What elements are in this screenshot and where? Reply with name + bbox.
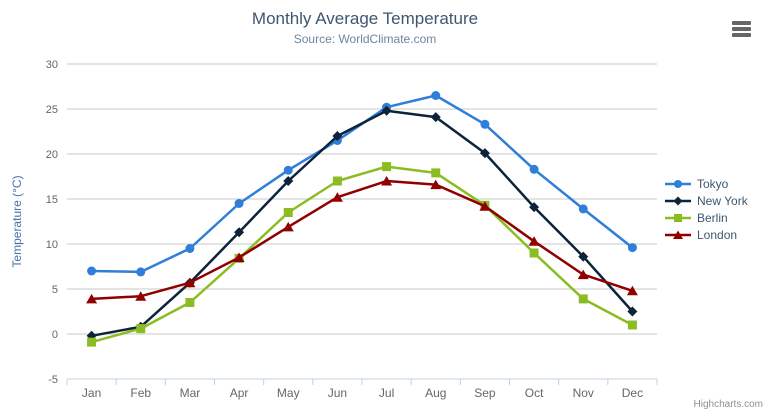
hamburger-icon <box>732 27 751 31</box>
data-point-new-york-oct[interactable] <box>529 202 540 213</box>
y-axis-label: 15 <box>46 194 58 206</box>
data-point-london-dec[interactable] <box>626 285 638 296</box>
data-point-berlin-jul[interactable] <box>382 162 392 172</box>
data-point-london-aug[interactable] <box>430 179 442 190</box>
hamburger-icon <box>732 21 751 25</box>
data-point-berlin-may[interactable] <box>283 208 293 217</box>
highcharts-credit-link[interactable]: Highcharts.com <box>693 399 763 410</box>
legend-symbol-marker <box>674 213 682 222</box>
x-axis-label: Feb <box>130 386 151 400</box>
legend-label: New York <box>697 193 748 208</box>
legend-item-berlin[interactable]: Berlin <box>663 209 748 226</box>
chart-subtitle: Source: WorldClimate.com <box>293 32 437 46</box>
legend-item-london[interactable]: London <box>663 226 748 243</box>
data-point-berlin-jan[interactable] <box>87 337 97 347</box>
new-york-legend-marker <box>665 196 691 205</box>
y-axis-label: 10 <box>46 239 58 251</box>
legend-item-tokyo[interactable]: Tokyo <box>663 175 748 192</box>
data-point-tokyo-mar[interactable] <box>185 244 195 253</box>
series-line-tokyo <box>90 94 634 274</box>
data-point-berlin-mar[interactable] <box>185 298 195 307</box>
series-line-london <box>90 179 634 301</box>
y-axis-label: 0 <box>52 329 58 341</box>
y-axis-label: 30 <box>46 59 58 71</box>
x-axis-label: Jul <box>379 386 394 400</box>
data-point-berlin-oct[interactable] <box>529 248 539 258</box>
data-point-berlin-dec[interactable] <box>627 320 637 330</box>
hamburger-icon <box>732 33 751 37</box>
data-point-new-york-jun[interactable] <box>332 131 343 141</box>
legend-label: London <box>697 227 738 242</box>
data-point-london-feb[interactable] <box>135 291 147 301</box>
data-point-london-sep[interactable] <box>479 201 491 211</box>
data-point-tokyo-oct[interactable] <box>529 164 539 174</box>
data-point-london-jul[interactable] <box>381 176 393 186</box>
legend-symbol-marker <box>673 196 683 205</box>
data-point-london-oct[interactable] <box>528 236 540 246</box>
x-axis-label: May <box>277 386 300 400</box>
y-axis-label: 5 <box>52 284 58 296</box>
legend-symbol-marker <box>674 179 682 188</box>
y-axis-title: Temperature (°C) <box>10 175 24 267</box>
data-point-london-mar[interactable] <box>184 277 196 288</box>
data-point-tokyo-nov[interactable] <box>578 204 588 214</box>
x-axis-label: Apr <box>230 386 249 400</box>
series-line-new-york <box>90 109 634 338</box>
data-point-new-york-may[interactable] <box>283 176 294 186</box>
x-axis-label: Jan <box>82 386 101 400</box>
tokyo-legend-marker <box>665 179 691 188</box>
data-point-new-york-jul[interactable] <box>381 105 392 116</box>
data-point-london-apr[interactable] <box>233 252 245 263</box>
data-point-tokyo-sep[interactable] <box>480 119 490 129</box>
data-point-new-york-dec[interactable] <box>627 306 638 317</box>
x-axis-label: Nov <box>573 386 594 400</box>
legend-item-new-york[interactable]: New York <box>663 192 748 209</box>
data-point-tokyo-dec[interactable] <box>627 243 637 253</box>
y-axis-label: 25 <box>46 104 58 116</box>
data-point-london-jan[interactable] <box>86 293 98 304</box>
data-point-berlin-jun[interactable] <box>332 176 342 186</box>
chart-title: Monthly Average Temperature <box>251 9 479 28</box>
london-legend-marker <box>665 230 691 239</box>
x-axis-label: Jun <box>328 386 347 400</box>
data-point-new-york-apr[interactable] <box>234 227 245 238</box>
data-point-new-york-nov[interactable] <box>578 251 589 262</box>
data-point-london-may[interactable] <box>282 221 294 232</box>
data-point-new-york-aug[interactable] <box>430 112 441 123</box>
y-axis-label: 20 <box>46 149 58 161</box>
x-axis-label: Dec <box>622 386 643 400</box>
series-line-berlin <box>90 165 634 344</box>
data-point-berlin-nov[interactable] <box>578 294 588 304</box>
data-point-tokyo-may[interactable] <box>283 165 293 175</box>
y-axis-label: -5 <box>48 374 58 386</box>
legend-symbol-marker <box>673 230 683 239</box>
x-axis-label: Oct <box>525 386 544 400</box>
data-point-tokyo-jan[interactable] <box>87 266 97 276</box>
x-axis-label: Sep <box>474 386 496 400</box>
x-axis-label: Aug <box>425 386 446 400</box>
export-menu-button[interactable] <box>732 21 751 37</box>
legend: Tokyo New York Berlin London <box>663 175 748 243</box>
data-point-london-nov[interactable] <box>577 269 589 280</box>
data-point-tokyo-feb[interactable] <box>136 267 146 277</box>
data-point-tokyo-apr[interactable] <box>234 199 244 208</box>
data-point-berlin-feb[interactable] <box>136 324 146 334</box>
data-point-tokyo-aug[interactable] <box>431 91 441 100</box>
x-axis-label: Mar <box>180 386 201 400</box>
berlin-legend-marker <box>665 213 691 222</box>
data-point-london-jun[interactable] <box>331 192 343 202</box>
data-point-new-york-sep[interactable] <box>479 148 490 159</box>
legend-label: Berlin <box>697 210 728 225</box>
data-point-berlin-aug[interactable] <box>431 168 441 178</box>
legend-label: Tokyo <box>697 176 729 191</box>
